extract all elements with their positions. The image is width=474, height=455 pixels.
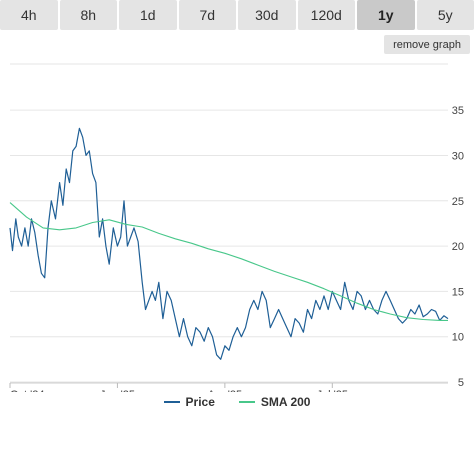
x-tick-label: Apr '25 [208, 389, 243, 392]
price-chart: 5 10 15 20 25 30 35 Oct '24 Jan '25 Apr '25 Jul '2… [9, 63, 464, 392]
tab-7d[interactable]: 7d [178, 0, 236, 30]
remove-graph-button[interactable]: remove graph [384, 35, 470, 54]
legend-item-price[interactable]: Price [163, 395, 215, 409]
y-tick-label: 35 [452, 105, 464, 117]
tab-8h[interactable]: 8h [59, 0, 117, 30]
y-tick-label: 25 [452, 196, 464, 208]
legend-swatch-sma [238, 401, 255, 403]
y-tick-label: 10 [452, 332, 464, 344]
series-line-sma-200 [9, 202, 448, 321]
chart-legend: Price SMA 200 [0, 392, 474, 412]
y-tick-label: 15 [452, 286, 464, 298]
tab-1d[interactable]: 1d [119, 0, 177, 30]
legend-swatch-price [163, 401, 180, 403]
x-tick-label: Jul '25 [317, 389, 348, 392]
legend-label-sma: SMA 200 [260, 395, 311, 409]
tab-120d[interactable]: 120d [297, 0, 355, 30]
y-tick-label: 5 [458, 377, 464, 389]
x-tick-label: Oct '24 [10, 389, 45, 392]
y-tick-label: 30 [452, 150, 464, 162]
legend-label-price: Price [185, 395, 215, 409]
timeframe-tabs: 4h 8h 1d 7d 30d 120d 1y 5y [0, 0, 474, 30]
tab-5y[interactable]: 5y [416, 0, 474, 30]
tab-1y[interactable]: 1y [357, 0, 415, 30]
tab-4h[interactable]: 4h [0, 0, 58, 30]
tab-30d[interactable]: 30d [238, 0, 296, 30]
legend-item-sma[interactable]: SMA 200 [238, 395, 311, 409]
y-tick-label: 20 [452, 241, 464, 253]
series-line-price [9, 127, 449, 360]
x-tick-label: Jan '25 [100, 389, 135, 392]
